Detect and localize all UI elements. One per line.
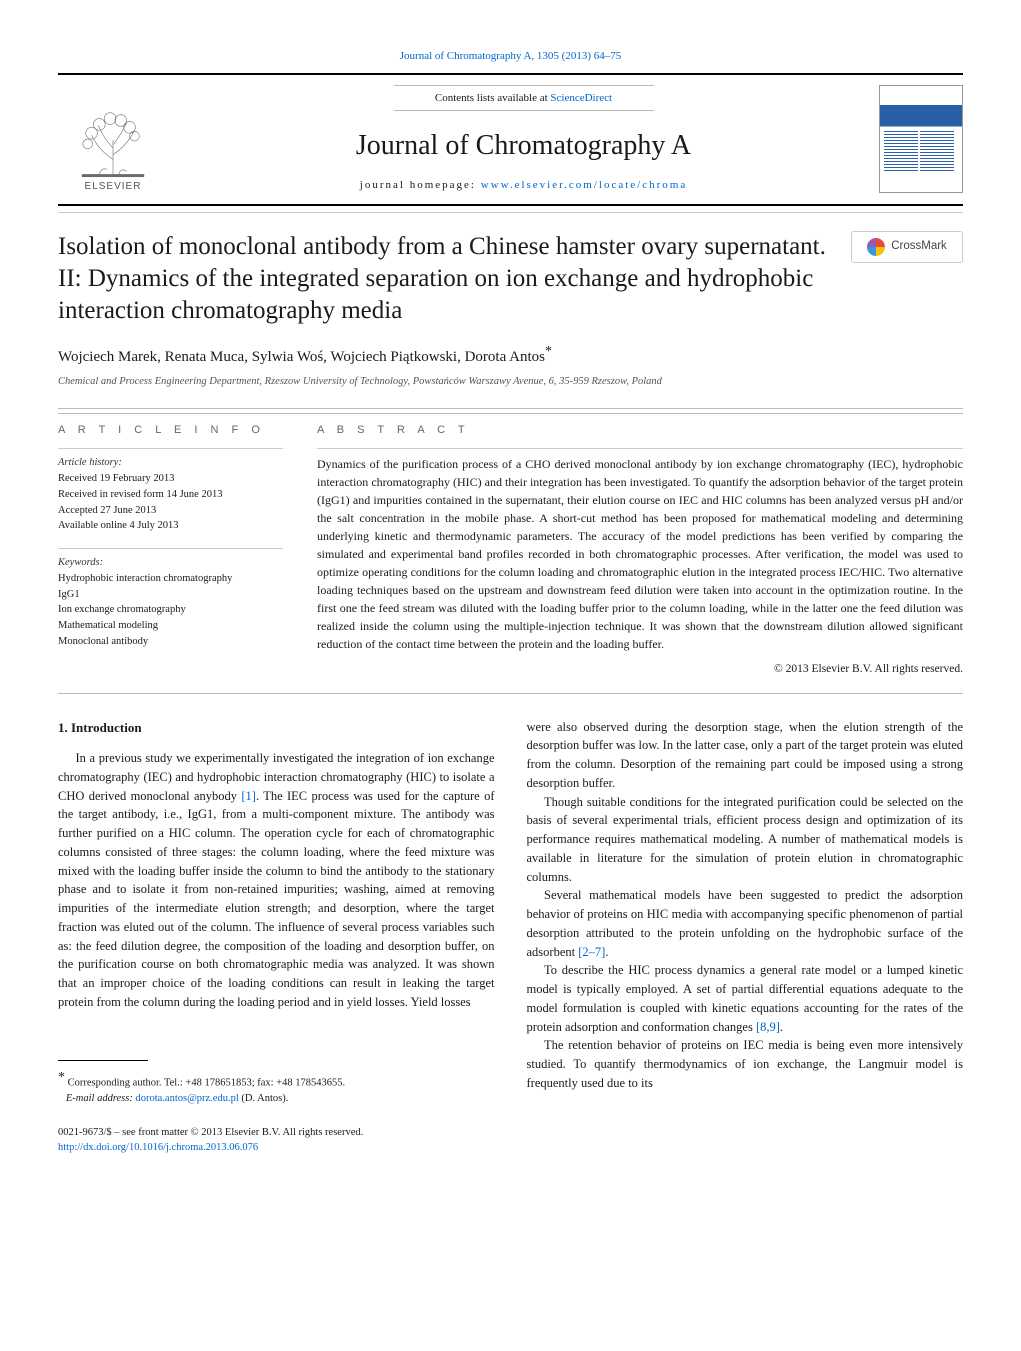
journal-cover-thumbnail — [879, 85, 963, 193]
journal-homepage: journal homepage: www.elsevier.com/locat… — [180, 177, 867, 194]
body-paragraph: Several mathematical models have been su… — [527, 886, 964, 961]
footnote-text: Corresponding author. Tel.: +48 17865185… — [68, 1077, 345, 1088]
body-paragraph: The retention behavior of proteins on IE… — [527, 1036, 964, 1092]
keywords-heading: Keywords: — [58, 555, 283, 571]
journal-name: Journal of Chromatography A — [180, 125, 867, 167]
keyword-item: Hydrophobic interaction chromatography — [58, 571, 283, 587]
reference-link[interactable]: [1] — [241, 789, 256, 803]
keyword-item: Mathematical modeling — [58, 618, 283, 634]
reference-link[interactable]: [2–7] — [578, 945, 605, 959]
authors-line: Wojciech Marek, Renata Muca, Sylwia Woś,… — [58, 341, 963, 369]
abstract-copyright: © 2013 Elsevier B.V. All rights reserved… — [317, 661, 963, 678]
reference-link[interactable]: [8,9] — [756, 1020, 780, 1034]
footnote-separator — [58, 1060, 148, 1061]
body-divider — [58, 693, 963, 694]
info-hr-2 — [58, 548, 283, 549]
history-received: Received 19 February 2013 — [58, 471, 283, 487]
keyword-item: Monoclonal antibody — [58, 634, 283, 650]
crossmark-icon — [867, 238, 885, 256]
affiliation: Chemical and Process Engineering Departm… — [58, 374, 963, 390]
doi-link[interactable]: http://dx.doi.org/10.1016/j.chroma.2013.… — [58, 1142, 258, 1153]
footnote-marker: * — [58, 1070, 65, 1085]
footer-copyright: 0021-9673/$ – see front matter © 2013 El… — [58, 1125, 495, 1141]
contents-prefix: Contents lists available at — [435, 92, 550, 104]
crossmark-badge[interactable]: CrossMark — [851, 231, 963, 263]
publisher-name: ELSEVIER — [85, 179, 142, 194]
contents-line: Contents lists available at ScienceDirec… — [394, 85, 654, 112]
history-online: Available online 4 July 2013 — [58, 518, 283, 534]
body-columns: 1. Introduction In a previous study we e… — [58, 718, 963, 1157]
author-names: Wojciech Marek, Renata Muca, Sylwia Woś,… — [58, 349, 545, 365]
corresponding-footnote: * Corresponding author. Tel.: +48 178651… — [58, 1067, 495, 1107]
history-accepted: Accepted 27 June 2013 — [58, 503, 283, 519]
elsevier-tree-icon — [63, 101, 163, 179]
citation-link[interactable]: Journal of Chromatography A, 1305 (2013)… — [400, 50, 622, 62]
email-link[interactable]: dorota.antos@prz.edu.pl — [135, 1093, 238, 1104]
article-info-label: A R T I C L E I N F O — [58, 422, 283, 439]
history-revised: Received in revised form 14 June 2013 — [58, 487, 283, 503]
article-title: Isolation of monoclonal antibody from a … — [58, 231, 827, 327]
body-paragraph: To describe the HIC process dynamics a g… — [527, 961, 964, 1036]
info-hr-1 — [58, 448, 283, 449]
section-heading-introduction: 1. Introduction — [58, 718, 495, 738]
journal-header: ELSEVIER Contents lists available at Sci… — [58, 73, 963, 206]
page-footer: 0021-9673/$ – see front matter © 2013 El… — [58, 1125, 495, 1157]
header-divider — [58, 212, 963, 213]
body-paragraph: were also observed during the desorption… — [527, 718, 964, 793]
keyword-item: IgG1 — [58, 587, 283, 603]
keyword-item: Ion exchange chromatography — [58, 602, 283, 618]
email-label: E-mail address: — [66, 1093, 136, 1104]
abstract-text: Dynamics of the purification process of … — [317, 455, 963, 653]
body-paragraph: In a previous study we experimentally in… — [58, 749, 495, 1012]
abstract-label: A B S T R A C T — [317, 422, 963, 439]
body-paragraph: Though suitable conditions for the integ… — [527, 793, 964, 887]
keywords-list: Hydrophobic interaction chromatography I… — [58, 571, 283, 650]
sciencedirect-link[interactable]: ScienceDirect — [550, 92, 612, 104]
article-history-heading: Article history: — [58, 455, 283, 471]
email-suffix: (D. Antos). — [239, 1093, 289, 1104]
section-divider-top — [58, 408, 963, 414]
top-citation: Journal of Chromatography A, 1305 (2013)… — [58, 48, 963, 65]
homepage-link[interactable]: www.elsevier.com/locate/chroma — [481, 179, 688, 191]
corresponding-marker: * — [545, 344, 552, 359]
abstract-hr — [317, 448, 963, 449]
publisher-logo: ELSEVIER — [58, 84, 168, 194]
homepage-prefix: journal homepage: — [360, 179, 481, 191]
crossmark-label: CrossMark — [891, 238, 947, 255]
